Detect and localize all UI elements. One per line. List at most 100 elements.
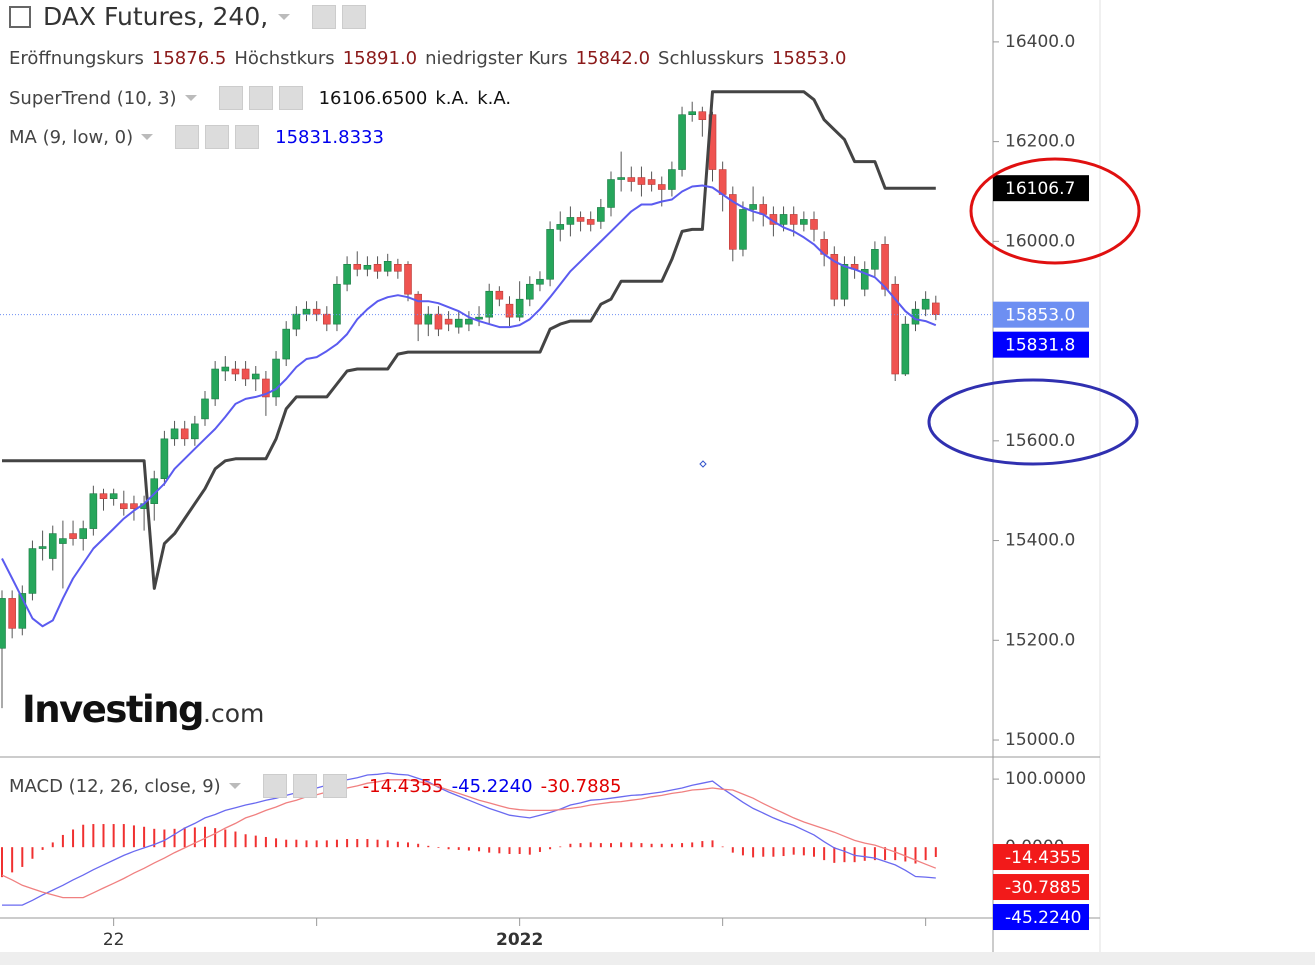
histogram-bar bbox=[204, 826, 206, 848]
settings-icon[interactable] bbox=[205, 125, 230, 149]
settings-icon[interactable] bbox=[248, 86, 273, 110]
close-value: 15853.0 bbox=[771, 48, 847, 69]
chart-title: DAX Futures, 240, bbox=[43, 2, 269, 31]
price-label: -14.4355 bbox=[1005, 848, 1081, 868]
dropdown[interactable] bbox=[228, 783, 241, 789]
histogram-bar bbox=[386, 840, 389, 848]
price-label: -45.2240 bbox=[1005, 908, 1081, 928]
visibility-icon[interactable] bbox=[218, 86, 243, 110]
watermark-brand: Investing bbox=[22, 688, 205, 731]
remove-icon[interactable] bbox=[235, 125, 260, 149]
candle-body bbox=[424, 313, 433, 325]
histogram-bar bbox=[630, 842, 633, 848]
candle-body bbox=[180, 428, 189, 440]
histogram-bar bbox=[295, 839, 298, 848]
macd-panel bbox=[1, 772, 999, 906]
price-label: -30.7885 bbox=[1005, 878, 1081, 898]
histogram-bar bbox=[285, 839, 288, 848]
candle-body bbox=[414, 293, 422, 325]
settings-icon[interactable] bbox=[342, 4, 367, 29]
histogram-bar bbox=[802, 847, 805, 856]
histogram-bar bbox=[447, 847, 450, 850]
candle-body bbox=[607, 179, 615, 208]
histogram-bar bbox=[508, 847, 511, 854]
histogram-bar bbox=[599, 843, 602, 848]
candle-body bbox=[495, 290, 504, 300]
histogram-bar bbox=[620, 842, 623, 848]
price-label-box bbox=[993, 874, 1089, 901]
histogram-bar bbox=[376, 839, 379, 848]
candle-body bbox=[525, 283, 534, 300]
remove-icon[interactable] bbox=[278, 86, 303, 110]
histogram-bar bbox=[752, 847, 755, 858]
candle-body bbox=[657, 184, 666, 190]
candle-body bbox=[688, 111, 697, 115]
candle-body bbox=[394, 263, 402, 272]
settings-icon[interactable] bbox=[292, 774, 317, 798]
histogram-bar bbox=[437, 847, 440, 848]
highlight-ellipse-red bbox=[969, 157, 1141, 265]
histogram-bar bbox=[873, 847, 876, 861]
candle-body bbox=[28, 548, 37, 594]
y-tick-label: 16200.0 bbox=[1005, 132, 1075, 152]
high-label: Höchstkurs bbox=[234, 48, 335, 69]
histogram-bar bbox=[549, 847, 552, 850]
macd-legend: MACD (12, 26, close, 9) -14.4355 -45.2240… bbox=[9, 774, 638, 798]
histogram-bar bbox=[61, 834, 64, 848]
candle-body bbox=[830, 254, 839, 300]
histogram-bar bbox=[315, 840, 318, 848]
candle-body bbox=[48, 533, 57, 559]
histogram-bar bbox=[335, 839, 338, 848]
histogram-bar bbox=[143, 826, 146, 848]
histogram-bar bbox=[782, 847, 785, 857]
visibility-icon[interactable] bbox=[175, 125, 200, 149]
candle-body bbox=[779, 214, 788, 225]
visibility-icon[interactable] bbox=[262, 774, 287, 798]
visibility-icon[interactable] bbox=[312, 4, 337, 29]
histogram-bar bbox=[132, 825, 135, 848]
watermark-domain: .com bbox=[203, 699, 265, 728]
histogram-bar bbox=[21, 847, 24, 867]
dropdown[interactable] bbox=[184, 95, 197, 101]
candle-body bbox=[698, 111, 707, 120]
indicator-values: 15831.8333 bbox=[275, 127, 392, 148]
candle-body bbox=[556, 224, 565, 230]
collapse-toggle[interactable] bbox=[9, 5, 31, 28]
histogram-bar bbox=[407, 842, 409, 848]
histogram-bar bbox=[163, 829, 166, 848]
marker-diamond bbox=[699, 460, 707, 468]
remove-icon[interactable] bbox=[322, 774, 347, 798]
price-label: 16106.7 bbox=[1005, 179, 1075, 199]
y-tick-label: 100.0000 bbox=[1005, 769, 1086, 789]
histogram-bar bbox=[904, 847, 907, 862]
candle-body bbox=[79, 528, 87, 539]
dropdown[interactable] bbox=[278, 13, 291, 20]
candle-body bbox=[810, 219, 818, 230]
candle-body bbox=[860, 268, 869, 290]
histogram-bar bbox=[650, 843, 653, 848]
price-label-box bbox=[993, 301, 1089, 328]
indicator-name: MA (9, low, 0) bbox=[9, 126, 134, 148]
histogram-bar bbox=[224, 829, 227, 848]
ma-legend: MA (9, low, 0) 15831.8333 bbox=[9, 125, 400, 149]
histogram-bar bbox=[153, 828, 156, 848]
candle-body bbox=[38, 546, 47, 549]
candle-body bbox=[69, 533, 77, 539]
dropdown[interactable] bbox=[141, 134, 154, 140]
candle-body bbox=[0, 598, 6, 649]
low-label: niedrigster Kurs bbox=[425, 48, 568, 69]
candle-body bbox=[586, 219, 595, 225]
histogram-bar bbox=[589, 842, 592, 848]
histogram-bar bbox=[305, 840, 308, 848]
candle-body bbox=[383, 261, 392, 272]
y-tick-label: 15400.0 bbox=[1005, 531, 1075, 551]
histogram-bar bbox=[102, 824, 105, 848]
histogram-bar bbox=[427, 845, 430, 848]
histogram-bar bbox=[92, 824, 95, 848]
histogram-bar bbox=[498, 847, 501, 854]
low-value: 15842.0 bbox=[575, 48, 651, 69]
histogram-bar bbox=[691, 842, 694, 848]
candle-body bbox=[302, 308, 311, 315]
histogram-bar bbox=[660, 843, 663, 848]
